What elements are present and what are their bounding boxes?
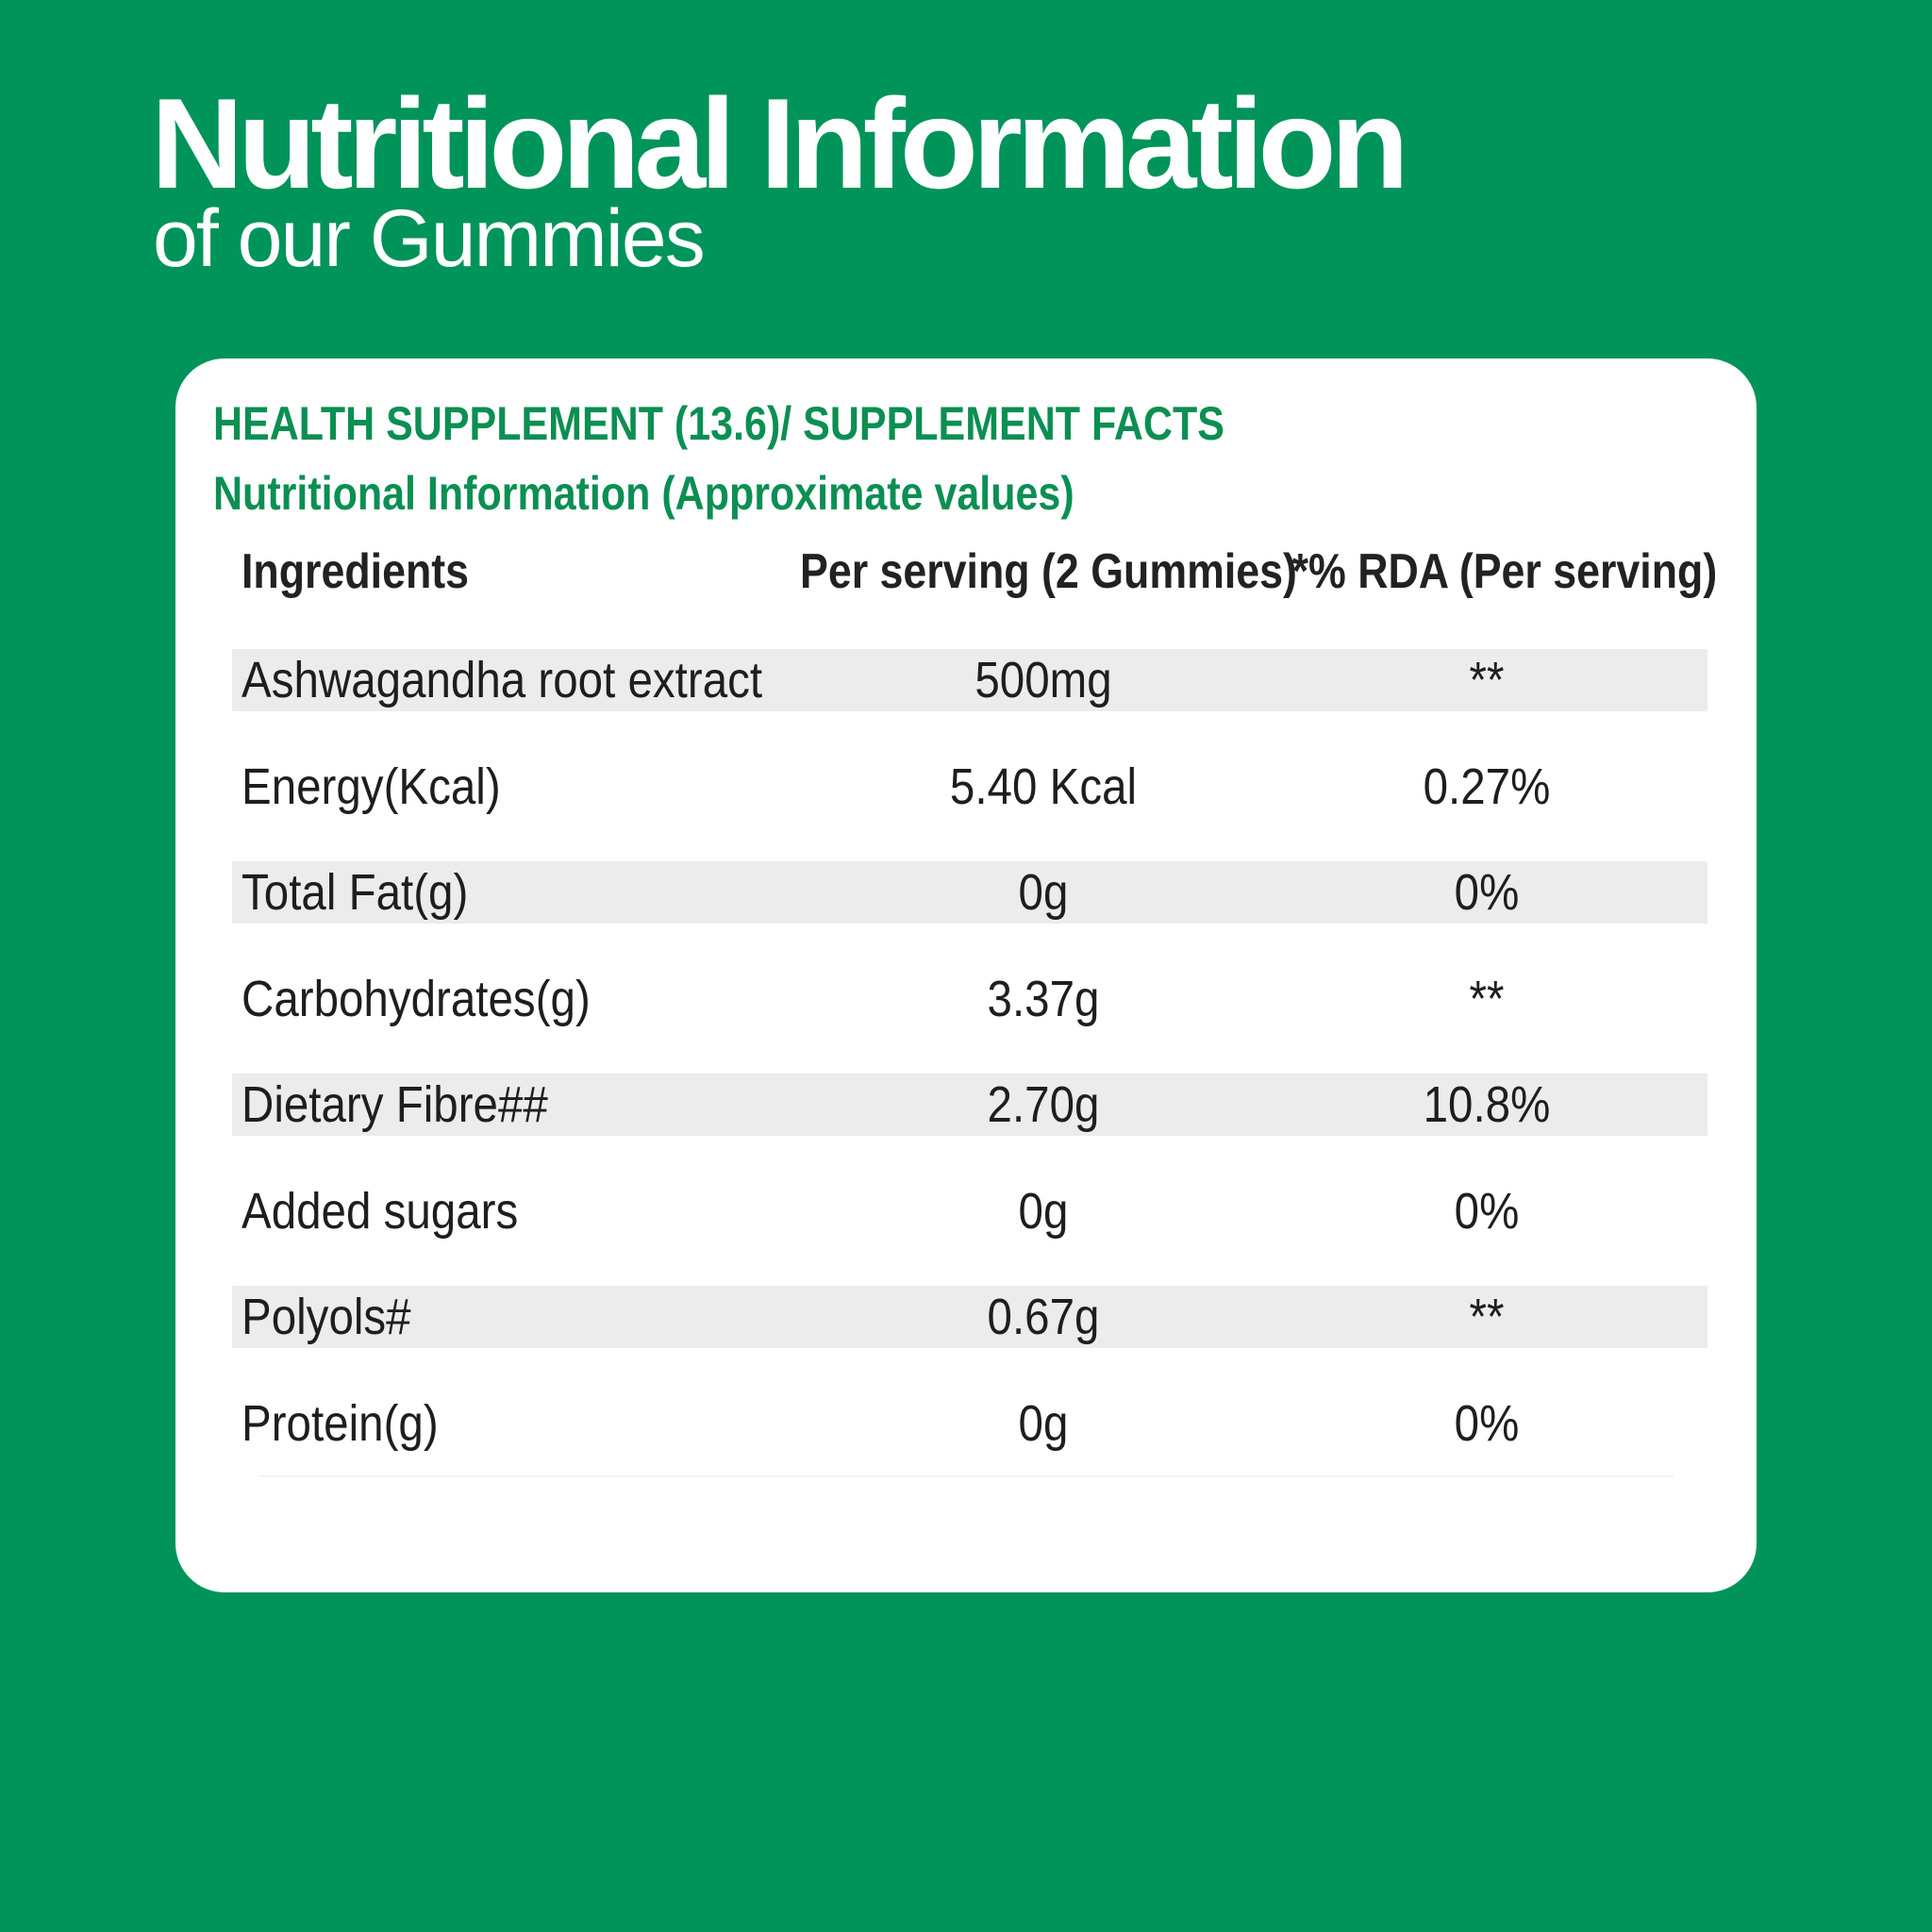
- nutrition-table: Ashwagandha root extract 500mg ** Energy…: [232, 649, 1707, 1498]
- column-header-rda: *% RDA (Per serving): [1291, 544, 1718, 599]
- ingredient-name: Protein(g): [242, 1394, 439, 1452]
- card-title: HEALTH SUPPLEMENT (13.6)/ SUPPLEMENT FAC…: [213, 397, 1224, 450]
- column-header-ingredients: Ingredients: [242, 544, 470, 599]
- rda-value: **: [1469, 970, 1505, 1027]
- per-serving-value: 0g: [1018, 1394, 1069, 1452]
- table-row: Ashwagandha root extract 500mg **: [232, 649, 1707, 756]
- table-row: Dietary Fibre## 2.70g 10.8%: [232, 1074, 1707, 1180]
- rda-value: **: [1469, 1289, 1505, 1345]
- rda-value: 0%: [1454, 1394, 1520, 1452]
- ingredient-name: Total Fat(g): [242, 864, 469, 921]
- row-shading: [232, 1074, 1707, 1136]
- table-row: Added sugars 0g 0%: [232, 1180, 1707, 1287]
- rda-value: 0%: [1454, 1182, 1520, 1240]
- ingredient-name: Ashwagandha root extract: [242, 652, 763, 708]
- table-row: Protein(g) 0g 0%: [232, 1392, 1707, 1499]
- page-title: Nutritional Information: [151, 72, 1409, 215]
- card-subtitle: Nutritional Information (Approximate val…: [213, 467, 1074, 520]
- per-serving-value: 3.37g: [987, 970, 1100, 1027]
- rda-value: 10.8%: [1423, 1076, 1551, 1133]
- table-row: Energy(Kcal) 5.40 Kcal 0.27%: [232, 756, 1707, 862]
- table-row: Carbohydrates(g) 3.37g **: [232, 968, 1707, 1074]
- row-shading: [232, 1286, 1707, 1348]
- per-serving-value: 0.67g: [987, 1289, 1100, 1345]
- column-header-per-serving: Per serving (2 Gummies): [800, 544, 1297, 599]
- table-row: Total Fat(g) 0g 0%: [232, 861, 1707, 968]
- rda-value: **: [1469, 652, 1505, 708]
- row-shading: [232, 861, 1707, 924]
- ingredient-name: Carbohydrates(g): [242, 970, 591, 1027]
- per-serving-value: 5.40 Kcal: [949, 758, 1138, 815]
- table-bottom-divider: [258, 1475, 1674, 1477]
- ingredient-name: Polyols#: [242, 1289, 411, 1345]
- per-serving-value: 0g: [1018, 1182, 1069, 1240]
- page-subtitle: of our Gummies: [153, 193, 706, 284]
- rda-value: 0%: [1454, 864, 1520, 921]
- ingredient-name: Dietary Fibre##: [242, 1076, 548, 1133]
- rda-value: 0.27%: [1423, 758, 1551, 815]
- per-serving-value: 0g: [1018, 864, 1069, 921]
- row-shading: [232, 649, 1707, 711]
- table-row: Polyols# 0.67g **: [232, 1286, 1707, 1392]
- per-serving-value: 500mg: [974, 652, 1112, 708]
- per-serving-value: 2.70g: [987, 1076, 1100, 1133]
- ingredient-name: Added sugars: [242, 1182, 519, 1240]
- ingredient-name: Energy(Kcal): [242, 758, 501, 815]
- supplement-facts-card: HEALTH SUPPLEMENT (13.6)/ SUPPLEMENT FAC…: [175, 358, 1757, 1592]
